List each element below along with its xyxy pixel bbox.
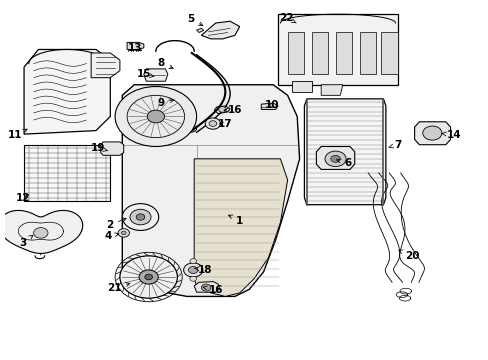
- Circle shape: [188, 266, 198, 274]
- Text: 21: 21: [107, 283, 130, 293]
- Polygon shape: [127, 42, 143, 49]
- Text: 7: 7: [388, 140, 401, 150]
- Text: 13: 13: [128, 43, 142, 53]
- Polygon shape: [292, 81, 311, 92]
- Polygon shape: [214, 106, 230, 114]
- Polygon shape: [287, 32, 304, 74]
- Text: 8: 8: [157, 58, 173, 68]
- Text: 17: 17: [217, 119, 232, 129]
- Polygon shape: [335, 32, 351, 74]
- Polygon shape: [91, 53, 120, 78]
- Circle shape: [121, 231, 126, 235]
- Polygon shape: [101, 142, 123, 155]
- Circle shape: [208, 121, 216, 126]
- Polygon shape: [201, 21, 239, 39]
- Polygon shape: [304, 99, 385, 205]
- Circle shape: [144, 274, 152, 280]
- Polygon shape: [316, 147, 354, 170]
- Text: 6: 6: [336, 158, 350, 168]
- Text: 22: 22: [278, 13, 296, 23]
- Circle shape: [189, 276, 196, 281]
- Polygon shape: [24, 145, 110, 201]
- Circle shape: [325, 151, 346, 167]
- Polygon shape: [196, 28, 203, 32]
- Text: 2: 2: [105, 218, 126, 230]
- Text: 16: 16: [203, 285, 223, 295]
- Text: 19: 19: [90, 143, 108, 153]
- Text: 10: 10: [264, 100, 279, 110]
- Circle shape: [330, 155, 340, 162]
- Circle shape: [422, 126, 441, 140]
- Polygon shape: [414, 122, 449, 145]
- Polygon shape: [359, 32, 376, 74]
- Text: 16: 16: [224, 105, 242, 115]
- Text: 3: 3: [20, 235, 33, 248]
- Text: 12: 12: [16, 193, 30, 203]
- Text: 15: 15: [136, 69, 154, 79]
- Circle shape: [201, 284, 210, 291]
- Polygon shape: [194, 159, 287, 296]
- Circle shape: [115, 86, 196, 147]
- Circle shape: [139, 270, 158, 284]
- Text: 9: 9: [157, 98, 174, 108]
- Polygon shape: [194, 282, 219, 292]
- Circle shape: [122, 204, 159, 230]
- Text: 4: 4: [104, 231, 119, 242]
- Polygon shape: [321, 85, 342, 95]
- Polygon shape: [278, 14, 397, 85]
- Polygon shape: [261, 103, 278, 109]
- Polygon shape: [122, 85, 299, 296]
- Circle shape: [189, 259, 196, 264]
- Circle shape: [118, 229, 129, 237]
- Text: 20: 20: [398, 250, 419, 261]
- Text: 1: 1: [228, 215, 243, 226]
- Circle shape: [120, 256, 177, 298]
- Polygon shape: [380, 32, 397, 74]
- Polygon shape: [0, 210, 82, 253]
- Circle shape: [130, 209, 151, 225]
- Circle shape: [183, 263, 203, 277]
- Circle shape: [147, 110, 164, 123]
- Text: 5: 5: [186, 14, 203, 26]
- Circle shape: [34, 228, 48, 238]
- Circle shape: [136, 214, 144, 220]
- Polygon shape: [143, 69, 167, 81]
- Polygon shape: [24, 49, 110, 134]
- Text: 11: 11: [8, 129, 27, 140]
- Text: 18: 18: [195, 265, 212, 275]
- Text: 14: 14: [441, 130, 461, 140]
- Circle shape: [205, 118, 220, 129]
- Polygon shape: [311, 32, 328, 74]
- Circle shape: [218, 107, 226, 112]
